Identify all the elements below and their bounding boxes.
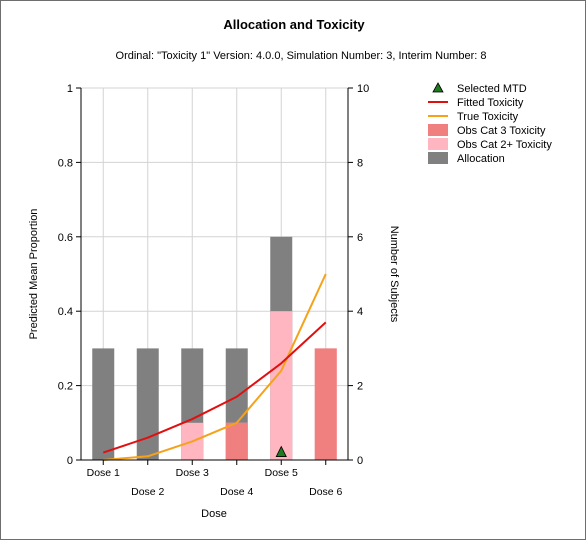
chart-subtitle: Ordinal: "Toxicity 1" Version: 4.0.0, Si…	[116, 50, 487, 62]
bar-obs-cat3	[225, 422, 248, 460]
y-right-tick-label: 0	[357, 455, 363, 467]
legend-label: Selected MTD	[457, 83, 527, 95]
legend-marker-icon	[432, 82, 444, 93]
y-left-tick-label: 0	[67, 455, 73, 467]
y-right-tick-label: 4	[357, 306, 363, 318]
legend-box-swatch	[428, 124, 448, 136]
bars-layer	[92, 236, 337, 460]
x-tick-label: Dose 4	[220, 486, 253, 498]
y-axis-right-label: Number of Subjects	[388, 226, 400, 323]
legend-box-swatch	[428, 138, 448, 150]
legend-label: Obs Cat 3 Toxicity	[457, 125, 546, 137]
x-tick-label: Dose 5	[265, 467, 298, 479]
fitted-toxicity-line	[102, 321, 327, 454]
legend: Selected MTD Fitted Toxicity True Toxicity…	[428, 82, 552, 165]
bar-obs-cat3	[314, 348, 337, 460]
legend-label: Obs Cat 2+ Toxicity	[457, 139, 552, 151]
y-left-tick-label: 1	[67, 83, 73, 95]
y-right-tick-label: 10	[357, 83, 369, 95]
x-tick-label: Dose 6	[309, 486, 342, 498]
y-right-tick-label: 8	[357, 157, 363, 169]
y-axis-left-label: Predicted Mean Proportion	[28, 209, 40, 340]
bar-allocation	[136, 348, 159, 460]
y-right-tick-label: 2	[357, 381, 363, 393]
y-left-tick-label: 0.2	[58, 381, 73, 393]
legend-label: Fitted Toxicity	[457, 97, 524, 109]
x-tick-label: Dose 1	[87, 467, 120, 479]
x-axis-label: Dose	[201, 508, 227, 520]
axes-layer: 0 0 0.2 2 0.4 4 0.6 6 0.8 8 1 10 Dose 1 Dose 2 Dose 3 D…	[58, 83, 370, 498]
legend-label: True Toxicity	[457, 111, 519, 123]
selected-mtd-marker	[275, 445, 287, 457]
bar-allocation	[92, 348, 115, 460]
true-toxicity-line	[103, 273, 327, 461]
y-left-tick-label: 0.8	[58, 157, 73, 169]
y-left-tick-label: 0.4	[58, 306, 73, 318]
bar-obs-cat2plus	[270, 311, 293, 460]
lines-layer	[102, 273, 327, 461]
y-right-tick-label: 6	[357, 232, 363, 244]
x-tick-label: Dose 2	[131, 486, 164, 498]
legend-box-swatch	[428, 152, 448, 164]
chart-title: Allocation and Toxicity	[223, 17, 365, 32]
x-tick-label: Dose 3	[176, 467, 209, 479]
grid-lines	[81, 87, 348, 460]
legend-label: Allocation	[457, 153, 505, 165]
y-left-tick-label: 0.6	[58, 232, 73, 244]
